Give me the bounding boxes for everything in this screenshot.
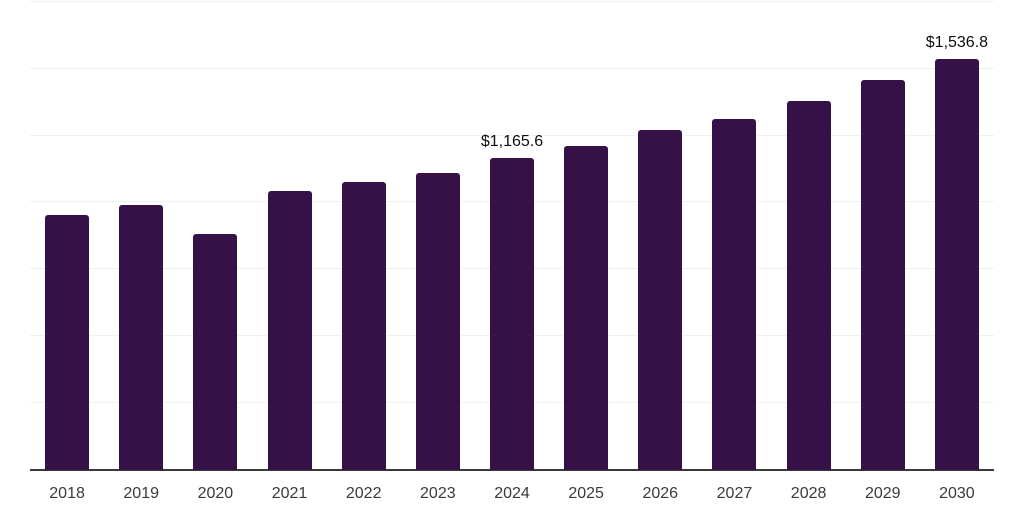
x-tick-label-2018: 2018 bbox=[49, 485, 85, 502]
bar-2021[interactable] bbox=[267, 190, 312, 470]
bar-2024[interactable] bbox=[489, 158, 534, 470]
bar-slot-2029 bbox=[846, 2, 920, 470]
x-tick-label-2026: 2026 bbox=[642, 485, 679, 502]
bar-2020[interactable] bbox=[193, 234, 238, 470]
bar-value-label-2030: $1,536.8 bbox=[925, 33, 989, 51]
bar-slot-2025 bbox=[549, 2, 623, 470]
bar-2025[interactable] bbox=[564, 145, 609, 470]
x-tick-label-2020: 2020 bbox=[197, 485, 234, 502]
x-tick-label-2019: 2019 bbox=[123, 485, 159, 502]
x-tick-label-2022: 2022 bbox=[345, 485, 382, 502]
bar-2022[interactable] bbox=[341, 182, 386, 470]
x-tick-label-2029: 2029 bbox=[864, 485, 901, 502]
gridline bbox=[30, 134, 994, 136]
x-tick-label-2021: 2021 bbox=[271, 485, 308, 502]
bar-2019[interactable] bbox=[119, 205, 164, 470]
bar-slot-2027 bbox=[697, 2, 771, 470]
bar-slot-2022 bbox=[327, 2, 401, 470]
bar-2023[interactable] bbox=[415, 173, 460, 470]
x-tick-label-2030: 2030 bbox=[939, 485, 975, 502]
bar-slot-2028 bbox=[772, 2, 846, 470]
bar-slot-2019 bbox=[104, 2, 178, 470]
x-axis-line bbox=[30, 469, 994, 471]
bar-2028[interactable] bbox=[786, 100, 831, 470]
bar-2018[interactable] bbox=[45, 214, 90, 470]
x-axis-tick-labels: 2018 2019 2020 2021 2022 2023 2024 2025 2026 2027… bbox=[30, 483, 994, 505]
plot-area: $1,165.6 $1,536.8 bbox=[30, 1, 994, 471]
bar-slot-2018 bbox=[30, 2, 104, 470]
bar-value-label-2024: $1,165.6 bbox=[480, 133, 544, 151]
bar-slot-2024: $1,165.6 bbox=[475, 2, 549, 470]
x-tick-label-2027: 2027 bbox=[716, 485, 753, 502]
bar-slot-2026 bbox=[623, 2, 697, 470]
bar-slot-2030: $1,536.8 bbox=[920, 2, 994, 470]
gridline bbox=[30, 1, 994, 2]
x-tick-label-2025: 2025 bbox=[568, 485, 604, 502]
bar-2027[interactable] bbox=[712, 119, 757, 470]
x-tick-label-2023: 2023 bbox=[420, 485, 456, 502]
bar-2030[interactable] bbox=[934, 58, 979, 470]
x-tick-label-2028: 2028 bbox=[790, 485, 827, 502]
bar-slot-2023 bbox=[401, 2, 475, 470]
bar-2026[interactable] bbox=[638, 130, 683, 470]
bar-2029[interactable] bbox=[860, 80, 905, 470]
gridline bbox=[30, 67, 994, 69]
bar-slot-2021 bbox=[252, 2, 326, 470]
bar-slot-2020 bbox=[178, 2, 252, 470]
x-tick-label-2024: 2024 bbox=[494, 485, 530, 502]
